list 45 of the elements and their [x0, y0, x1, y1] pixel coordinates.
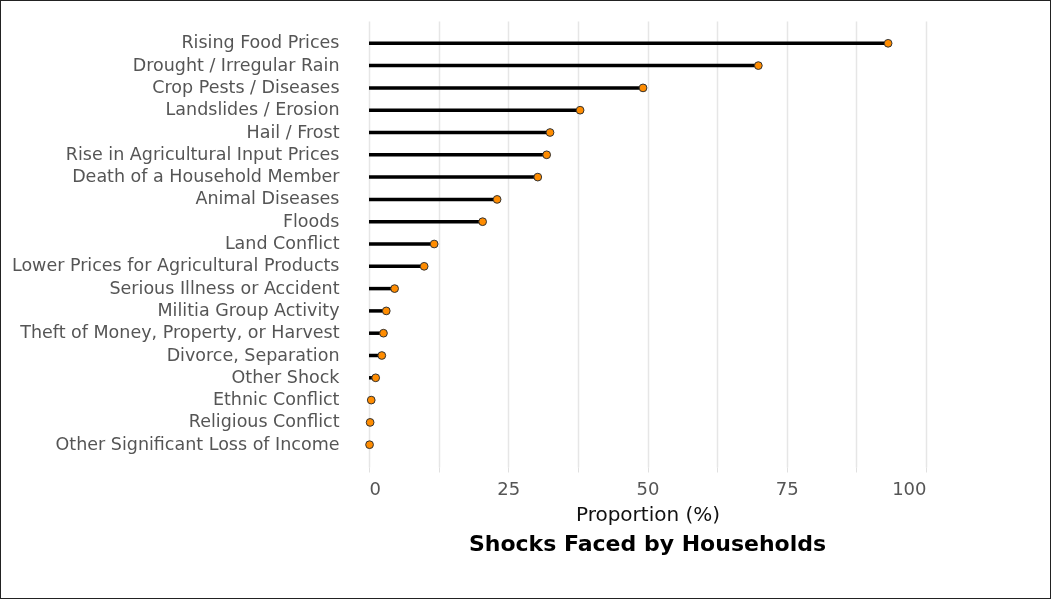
y-tick-label: Drought / Irregular Rain	[132, 54, 340, 75]
point	[377, 351, 387, 360]
y-tick-label: Other Shock	[231, 366, 341, 387]
point	[381, 306, 391, 316]
y-tick-label: Divorce, Separation	[166, 344, 340, 365]
x-axis-title: Proportion (%)	[575, 501, 721, 526]
point	[883, 38, 893, 48]
point	[390, 284, 399, 293]
y-tick-label: Serious Illness or Accident	[109, 277, 340, 298]
point	[379, 328, 388, 338]
x-tick-label: 75	[775, 477, 799, 499]
point	[575, 105, 585, 115]
point	[492, 195, 502, 204]
point	[419, 261, 429, 271]
y-tick-label: Theft of Money, Property, or Harvest	[19, 322, 340, 343]
y-tick-label: Animal Diseases	[195, 188, 340, 209]
y-tick-label: Floods	[282, 210, 340, 231]
y-tick-label: Land Conflict	[224, 233, 340, 253]
point	[365, 440, 374, 450]
point	[365, 418, 375, 427]
y-tick-label: Hail / Frost	[246, 121, 340, 142]
y-tick-label: Militia Group Activity	[157, 299, 340, 320]
point	[753, 61, 763, 70]
point	[366, 395, 376, 405]
point	[478, 217, 487, 227]
y-tick-label: Ethnic Conflict	[212, 389, 340, 410]
point	[429, 239, 439, 249]
point	[371, 373, 381, 383]
y-tick-label: Religious Conflict	[188, 411, 340, 432]
point	[545, 128, 555, 137]
y-tick-label: Rise in Agricultural Input Prices	[65, 143, 340, 164]
x-tick-label: 50	[636, 477, 660, 499]
point	[542, 150, 552, 160]
point	[638, 83, 648, 93]
y-tick-label: Landslides / Erosion	[165, 99, 340, 120]
y-tick-label: Lower Prices for Agricultural Products	[11, 255, 340, 276]
x-tick-label: 100	[892, 477, 927, 499]
x-tick-label: 0	[369, 477, 381, 499]
y-tick-label: Crop Pests / Diseases	[152, 76, 340, 97]
x-tick-label: 25	[497, 477, 521, 499]
point	[533, 172, 543, 182]
text: Shocks Faced by Households	[468, 531, 827, 556]
y-tick-label: Other Significant Loss of Income	[55, 433, 340, 454]
y-tick-label: Rising Food Prices	[181, 32, 340, 53]
y-tick-label: Death of a Household Member	[72, 166, 341, 187]
